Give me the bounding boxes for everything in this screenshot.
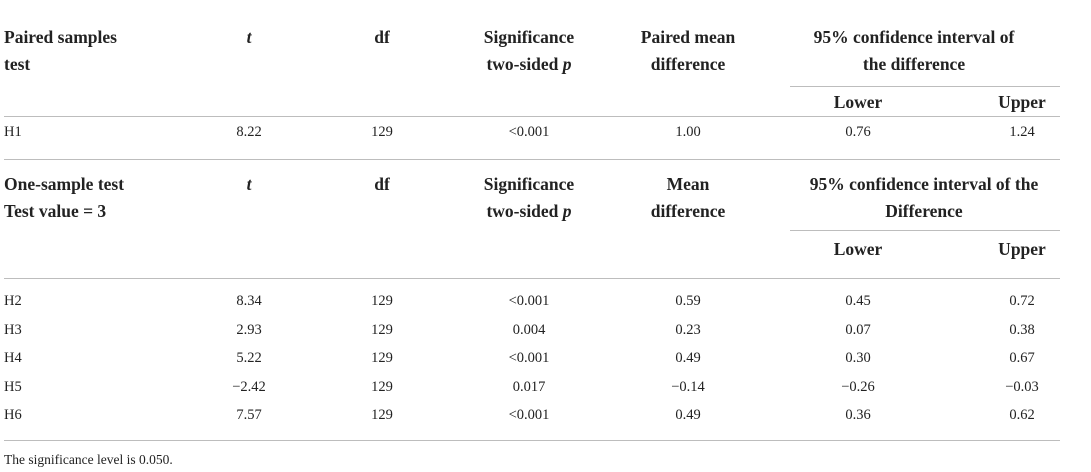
cell-lower: 0.76 (845, 124, 871, 140)
row-label: H1 (4, 124, 22, 140)
cell-p: <0.001 (508, 350, 550, 366)
section2-title-line2: Test value = 3 (4, 201, 107, 221)
cell-df: 129 (371, 407, 393, 423)
section2-col-sig-p: p (562, 201, 572, 221)
section1-col-t: t (246, 27, 252, 47)
section2-col-t: t (246, 174, 252, 194)
section1-col-ci-line1: 95% confidence interval of (813, 27, 1015, 47)
cell-upper: 1.24 (1009, 124, 1035, 140)
cell-df: 129 (371, 124, 393, 140)
table-footnote: The significance level is 0.050. (4, 452, 173, 467)
cell-mean: 1.00 (675, 124, 701, 140)
cell-mean: 0.23 (675, 321, 701, 338)
section2-col-ci-line1: 95% confidence interval of the (809, 174, 1039, 194)
cell-p: 0.004 (512, 321, 546, 338)
cell-df: 129 (371, 350, 393, 366)
cell-t: 8.22 (236, 124, 262, 140)
section1-col-mean-line1: Paired mean (640, 27, 736, 47)
section2-header-rule (4, 278, 1060, 279)
cell-upper: 0.72 (1009, 293, 1035, 309)
cell-lower: 0.30 (845, 350, 871, 366)
cell-upper: 0.38 (1009, 321, 1035, 338)
section1-col-mean-line2: difference (650, 54, 726, 74)
section1-header-rule (4, 116, 1060, 117)
cell-p: 0.017 (512, 378, 546, 395)
section2-title: One-sample test Test value = 3 (4, 171, 124, 225)
section1-title-line1: Paired samples (4, 27, 117, 47)
cell-upper: 0.62 (1009, 407, 1035, 423)
section1-col-df: df (374, 27, 390, 47)
cell-lower: 0.07 (845, 321, 871, 338)
section2-col-sig-line1: Significance (483, 174, 575, 194)
cell-lower: 0.45 (845, 293, 871, 309)
cell-t: 8.34 (236, 293, 262, 309)
section1-col-sig-line2: two-sided (486, 54, 559, 74)
section1-col-ci: 95% confidence interval of the differenc… (814, 24, 1015, 78)
cell-mean: −0.14 (671, 378, 705, 395)
section1-col-significance: Significance two-sided p (484, 24, 574, 78)
cell-lower: −0.26 (841, 378, 875, 395)
section2-col-significance: Significance two-sided p (484, 171, 574, 225)
cell-df: 129 (371, 378, 393, 395)
section1-col-sig-line1: Significance (483, 27, 575, 47)
cell-p: <0.001 (508, 293, 550, 309)
section2-col-ci-line2: Difference (885, 201, 963, 221)
cell-lower: 0.36 (845, 407, 871, 423)
section1-col-ci-line2: the difference (862, 54, 966, 74)
section1-col-sig-p: p (562, 54, 572, 74)
cell-upper: 0.67 (1009, 350, 1035, 366)
section2-col-sig-line2: two-sided (486, 201, 559, 221)
section2-col-mean: Mean difference (651, 171, 726, 225)
cell-upper: −0.03 (1005, 378, 1039, 395)
section1-ci-divider (790, 86, 1060, 87)
row-label: H4 (4, 350, 22, 366)
section2-col-lower: Lower (833, 239, 883, 259)
cell-p: <0.001 (508, 124, 550, 140)
section1-col-upper: Upper (998, 92, 1046, 112)
cell-mean: 0.49 (675, 407, 701, 423)
row-label: H3 (4, 321, 22, 338)
cell-df: 129 (371, 321, 393, 338)
section-divider-rule (4, 159, 1060, 160)
cell-t: 7.57 (236, 407, 262, 423)
section2-ci-divider (790, 230, 1060, 231)
section1-title-line2: test (4, 54, 31, 74)
cell-t: 2.93 (236, 321, 262, 338)
row-label: H6 (4, 407, 22, 423)
section1-col-lower: Lower (833, 92, 883, 112)
section1-col-mean: Paired mean difference (641, 24, 735, 78)
cell-t: 5.22 (236, 350, 262, 366)
table-bottom-rule (4, 440, 1060, 441)
section2-col-mean-line1: Mean (666, 174, 710, 194)
section2-col-df: df (374, 174, 390, 194)
section2-col-upper: Upper (998, 239, 1046, 259)
row-label: H2 (4, 293, 22, 309)
section2-col-mean-line2: difference (650, 201, 726, 221)
cell-mean: 0.49 (675, 350, 701, 366)
cell-mean: 0.59 (675, 293, 701, 309)
cell-df: 129 (371, 293, 393, 309)
cell-t: −2.42 (232, 378, 266, 395)
section2-title-line1: One-sample test (4, 174, 125, 194)
row-label: H5 (4, 378, 22, 395)
section1-title: Paired samples test (4, 24, 117, 78)
cell-p: <0.001 (508, 407, 550, 423)
section2-col-ci: 95% confidence interval of the Differenc… (810, 171, 1038, 225)
